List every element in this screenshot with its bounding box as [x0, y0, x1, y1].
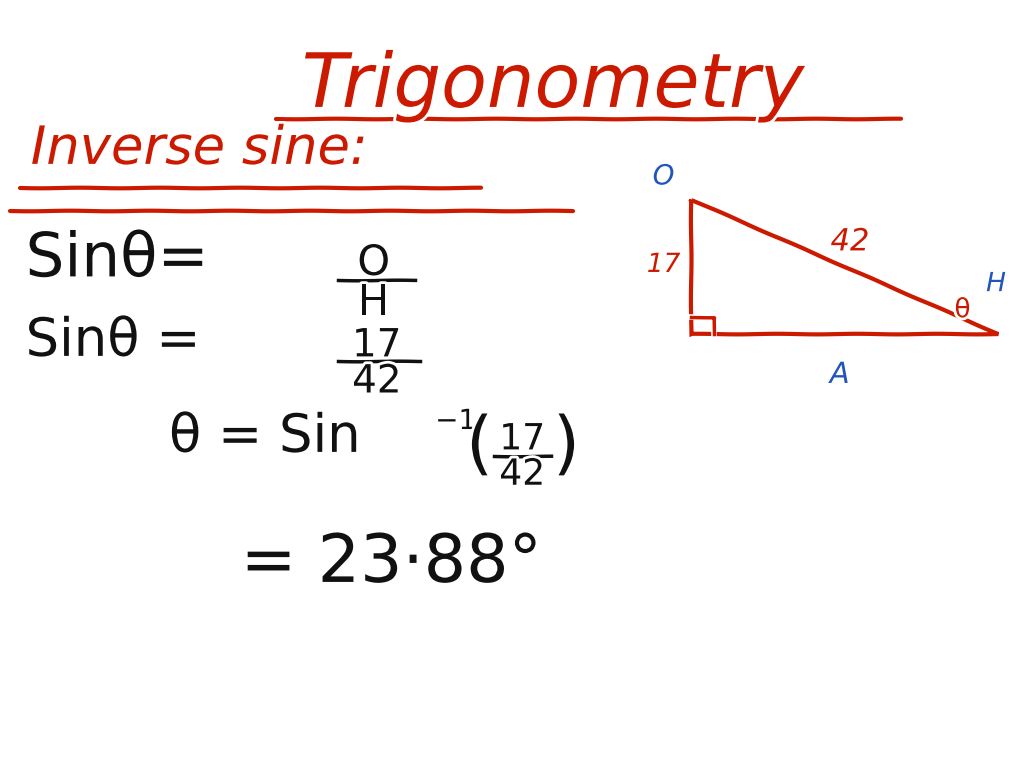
Text: Sinθ=: Sinθ=	[26, 230, 209, 290]
Text: O: O	[357, 242, 390, 284]
Text: ): )	[553, 413, 580, 480]
Text: Sinθ =: Sinθ =	[26, 315, 201, 367]
Text: Inverse sine:: Inverse sine:	[31, 123, 368, 175]
Text: A: A	[829, 361, 850, 389]
Text: 17: 17	[352, 326, 401, 364]
Text: 42: 42	[352, 362, 401, 400]
Text: 42: 42	[500, 458, 545, 492]
Text: θ = Sin: θ = Sin	[169, 411, 360, 463]
Text: H: H	[358, 282, 389, 324]
Text: −1: −1	[435, 407, 476, 435]
Text: O: O	[652, 163, 675, 190]
Text: = 23·88°: = 23·88°	[241, 530, 542, 596]
Text: θ: θ	[954, 297, 971, 323]
Text: 17: 17	[500, 422, 545, 456]
Text: Trigonometry: Trigonometry	[302, 50, 804, 122]
Text: H: H	[986, 271, 1006, 297]
Text: (: (	[466, 413, 493, 480]
Text: 17: 17	[647, 252, 680, 278]
Text: 42: 42	[830, 227, 869, 257]
